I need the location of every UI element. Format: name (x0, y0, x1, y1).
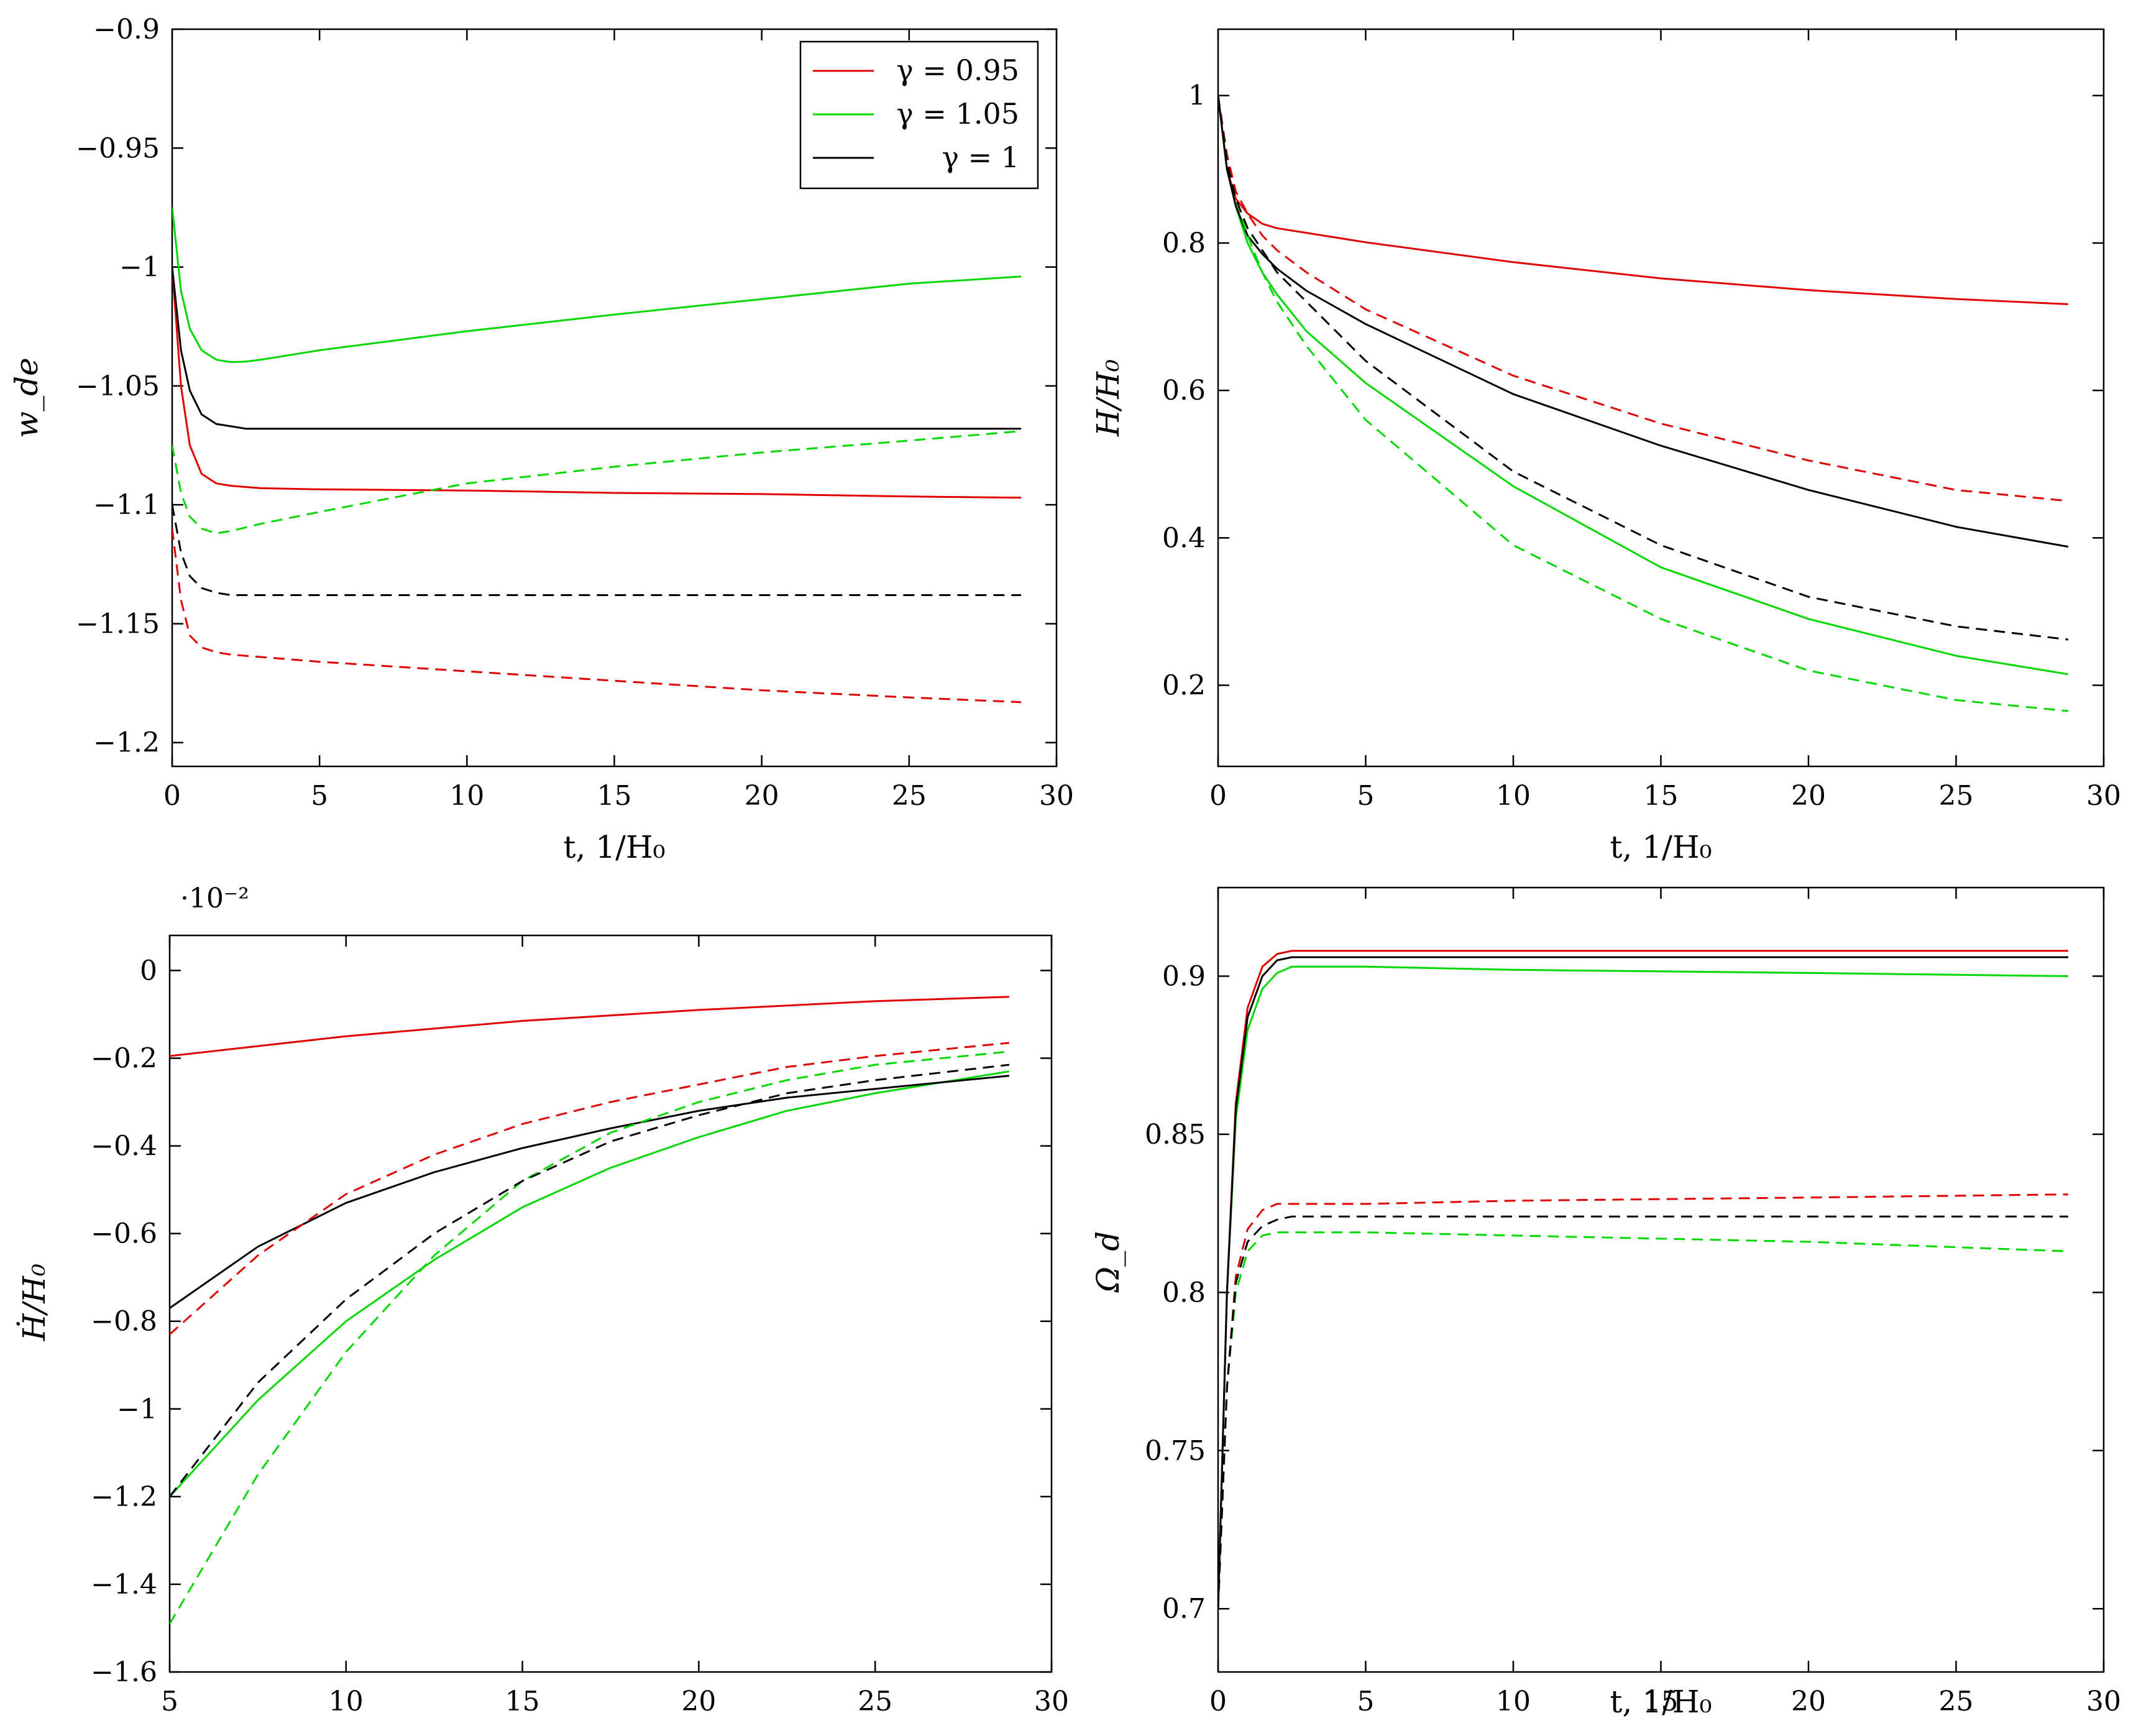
series-line-wde-green-solid (172, 207, 1022, 364)
panel-Omega: 0 5 10 15 20 25 30 0.7 0.75 0.8 0.85 0.9 t, 1/H₀ Ω_d (1090, 886, 2121, 1720)
x-tick-label-H: 10 (1496, 780, 1531, 812)
y-tick-label-wde: −1.1 (93, 489, 160, 521)
x-axis-label-wde: t, 1/H₀ (563, 829, 665, 865)
series-line-wde-red-dashed (172, 528, 1022, 704)
x-tick-label-Omega: 0 (1209, 1686, 1227, 1717)
axes-frame-Hdot (168, 934, 1053, 1673)
legend-label-black: γ = 1 (942, 140, 1019, 174)
y-tick-label-H: 0.8 (1162, 227, 1206, 259)
series-line-Omega-black-solid (1218, 956, 2068, 1609)
y-tick-label-wde: −1 (119, 252, 160, 283)
x-tick-label-Omega: 20 (1791, 1686, 1826, 1717)
series-line-wde-black-solid (172, 267, 1022, 430)
series-group-H (1218, 95, 2069, 712)
x-tick-label-Omega: 10 (1496, 1686, 1531, 1717)
y-tick-label-H: 0.6 (1162, 375, 1206, 406)
y-tick-label-Hdot: −1 (117, 1394, 157, 1425)
x-tick-label-Hdot: 25 (858, 1686, 892, 1717)
x-tick-label-wde: 20 (745, 780, 779, 812)
series-line-Omega-green-dashed (1218, 1231, 2069, 1609)
y-tick-label-Omega: 0.9 (1162, 960, 1206, 992)
series-line-Hdot-green-dashed (170, 1050, 1010, 1625)
series-line-H-red-dashed (1218, 95, 2069, 502)
x-tick-label-Omega: 5 (1357, 1686, 1375, 1717)
y-tick-label-wde: −1.15 (76, 608, 160, 640)
series-line-Hdot-black-dashed (170, 1063, 1010, 1497)
panel-wde: 0 5 10 15 20 25 30 −0.9 −0.95 −1 −1.05 −1.1 −1.15 −1.… (9, 14, 1074, 865)
y-tick-label-Omega: 0.75 (1145, 1435, 1206, 1467)
y-tick-label-Hdot: −1.4 (91, 1569, 157, 1601)
y-tick-label-H: 0.4 (1162, 522, 1206, 554)
y-tick-label-Hdot: −0.8 (91, 1306, 157, 1338)
x-tick-label-Hdot: 10 (329, 1686, 364, 1717)
series-group-Hdot (170, 996, 1010, 1625)
x-tick-label-wde: 5 (311, 780, 328, 812)
x-tick-label-H: 5 (1357, 780, 1375, 812)
series-line-wde-black-dashed (172, 504, 1022, 596)
x-tick-label-Hdot: 15 (505, 1686, 540, 1717)
y-tick-label-wde: −1.2 (93, 727, 160, 759)
legend: γ = 0.95 γ = 1.05 γ = 1 (799, 40, 1039, 190)
y-tick-label-Hdot: −1.2 (91, 1481, 157, 1513)
x-tick-label-wde: 30 (1039, 780, 1074, 812)
x-axis-label-H: t, 1/H₀ (1610, 829, 1712, 865)
y-tick-label-wde: −1.05 (76, 370, 160, 402)
x-tick-label-Omega: 15 (1644, 1686, 1679, 1717)
x-tick-label-Hdot: 30 (1034, 1686, 1069, 1717)
y-tick-label-wde: −0.9 (93, 14, 160, 45)
x-tick-label-H: 20 (1791, 780, 1826, 812)
y-tick-label-Hdot: 0 (140, 955, 157, 986)
series-line-Omega-black-dashed (1218, 1215, 2068, 1609)
x-tick-label-Hdot: 20 (681, 1686, 716, 1717)
series-line-Hdot-red-solid (170, 996, 1009, 1057)
y-tick-label-Hdot: −0.2 (91, 1043, 157, 1075)
x-tick-label-H: 30 (2086, 780, 2121, 812)
y-scale-exponent-Hdot: ·10⁻² (180, 883, 249, 914)
y-tick-label-Hdot: −0.6 (91, 1218, 157, 1250)
panel-H: 0 5 10 15 20 25 30 0.2 0.4 0.6 0.8 1 t, 1/H₀ H/H₀ (1090, 28, 2121, 865)
x-tick-label-wde: 0 (163, 780, 181, 812)
series-line-wde-green-dashed (172, 430, 1022, 535)
x-tick-label-Omega: 30 (2086, 1686, 2121, 1717)
x-axis-label-Omega: t, 1/H₀ (1610, 1684, 1712, 1720)
series-line-Hdot-green-solid (170, 1070, 1010, 1497)
legend-label-red: γ = 0.95 (896, 53, 1019, 87)
y-axis-label-H: H/H₀ (1090, 359, 1126, 437)
x-tick-label-Omega: 25 (1939, 1686, 1974, 1717)
y-tick-label-H: 0.2 (1162, 670, 1206, 702)
y-axis-label-Hdot: Ḣ/H₀ (16, 1264, 52, 1341)
y-tick-label-Omega: 0.85 (1145, 1119, 1206, 1150)
series-line-H-black-solid (1218, 95, 2069, 548)
x-tick-label-wde: 15 (597, 780, 632, 812)
legend-label-green: γ = 1.05 (896, 97, 1019, 131)
x-tick-label-H: 25 (1939, 780, 1974, 812)
y-tick-label-wde: −0.95 (76, 132, 160, 164)
y-tick-label-Omega: 0.8 (1162, 1277, 1206, 1308)
series-group-Omega (1218, 950, 2069, 1609)
panel-Hdot: 5 10 15 20 25 30 0 −0.2 −0.4 −0.6 −0.8 −1 −1.2 −1.4 −1… (16, 883, 1069, 1717)
x-tick-label-H: 15 (1644, 780, 1679, 812)
series-line-wde-red-solid (172, 267, 1022, 499)
y-axis-label-wde: w_de (9, 357, 45, 438)
x-tick-label-wde: 25 (892, 780, 927, 812)
series-group-wde (172, 207, 1022, 704)
y-tick-label-Omega: 0.7 (1162, 1593, 1206, 1625)
series-line-H-black-dashed (1218, 95, 2069, 641)
y-axis-label-Omega: Ω_d (1090, 1231, 1126, 1293)
x-tick-label-Hdot: 5 (161, 1686, 178, 1717)
x-tick-label-wde: 10 (449, 780, 484, 812)
y-tick-label-H: 1 (1188, 80, 1206, 112)
series-line-Hdot-red-dashed (170, 1042, 1010, 1336)
y-tick-label-Hdot: −1.6 (91, 1656, 157, 1688)
x-tick-label-H: 0 (1209, 780, 1227, 812)
y-tick-label-Hdot: −0.4 (91, 1131, 157, 1162)
